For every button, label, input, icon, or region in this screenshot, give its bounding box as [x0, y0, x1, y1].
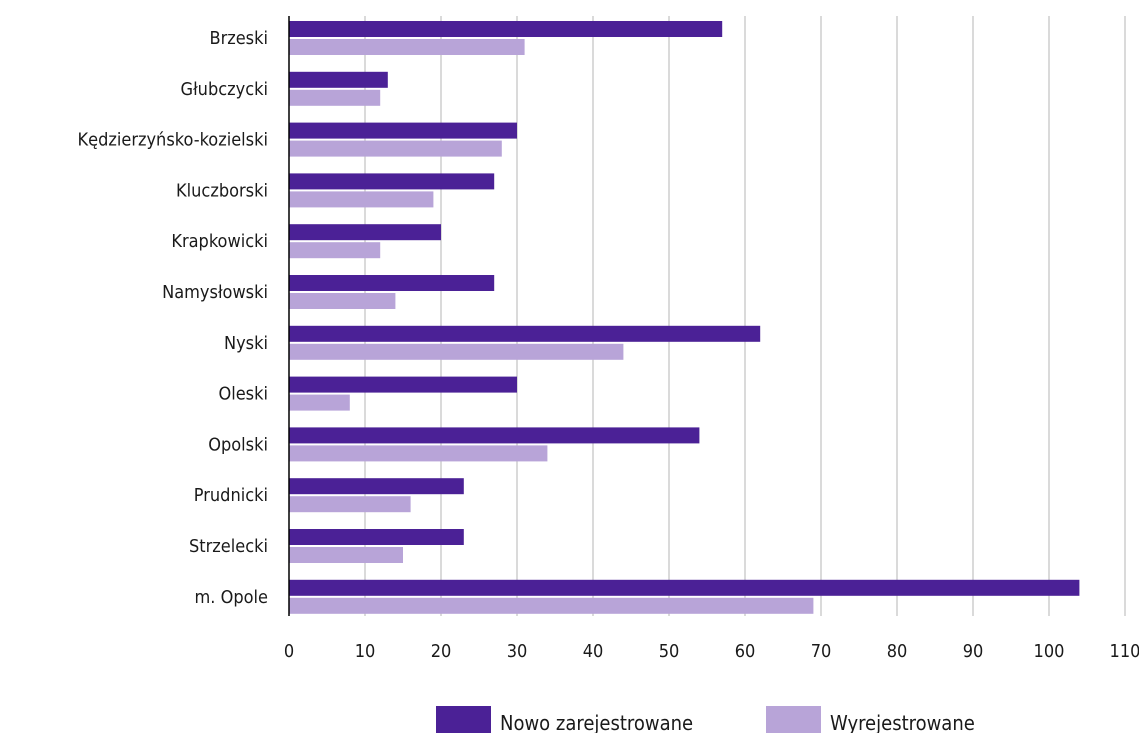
bar-prudnicki-nowo [289, 478, 464, 495]
category-label-m-opole: m. Opole [195, 587, 268, 608]
category-labels: Brzeski Głubczycki Kędzierzyńsko-kozielski… [77, 28, 268, 608]
bar-brzeski-wyrejestrowane [289, 39, 525, 55]
category-label-krapkowicki: Krapkowicki [171, 231, 268, 252]
x-tick-label-40: 40 [583, 641, 604, 662]
bar-m-opole-wyrejestrowane [289, 597, 814, 614]
category-label-kedzierzynsko-kozielski: Kędzierzyńsko-kozielski [77, 130, 268, 151]
category-label-kluczborski: Kluczborski [176, 180, 268, 201]
category-label-strzelecki: Strzelecki [189, 536, 268, 557]
bar-kedzierzynsko-kozielski-nowo [289, 122, 517, 139]
x-tick-label-80: 80 [887, 641, 908, 662]
x-tick-label-90: 90 [963, 641, 984, 662]
bar-nyski-nowo [289, 325, 761, 342]
legend-label-nowo: Nowo zarejestrowane [500, 711, 693, 733]
category-label-glubczycki: Głubczycki [181, 79, 268, 100]
bar-oleski-nowo [289, 376, 517, 393]
x-tick-label-70: 70 [811, 641, 832, 662]
x-tick-label-50: 50 [659, 641, 680, 662]
bar-opolski-wyrejestrowane [289, 445, 548, 462]
bar-nyski-wyrejestrowane [289, 343, 624, 360]
category-label-opolski: Opolski [208, 434, 268, 455]
bar-namyslowski-wyrejestrowane [289, 293, 396, 309]
category-label-prudnicki: Prudnicki [194, 485, 268, 506]
bar-prudnicki-wyrejestrowane [289, 496, 411, 513]
x-tick-label-110: 110 [1110, 641, 1139, 662]
x-tick-labels: 0 10 20 30 40 50 60 70 80 90 100 110 [284, 641, 1139, 662]
category-label-nyski: Nyski [224, 333, 268, 354]
bar-krapkowicki-wyrejestrowane [289, 242, 381, 259]
bar-kluczborski-wyrejestrowane [289, 191, 434, 208]
legend: Nowo zarejestrowane Wyrejestrowane [436, 706, 975, 733]
bar-m-opole-nowo [289, 579, 1080, 596]
bar-kluczborski-nowo [289, 173, 495, 190]
x-tick-label-10: 10 [355, 641, 376, 662]
category-label-oleski: Oleski [218, 384, 268, 405]
bar-oleski-wyrejestrowane [289, 394, 350, 411]
x-tick-label-100: 100 [1034, 641, 1065, 662]
x-tick-label-30: 30 [507, 641, 528, 662]
bar-opolski-nowo [289, 427, 700, 444]
bar-namyslowski-nowo [289, 275, 495, 291]
grid-layer [364, 16, 1126, 616]
legend-label-wyrejestrowane: Wyrejestrowane [830, 711, 975, 733]
bar-strzelecki-wyrejestrowane [289, 547, 403, 563]
bar-brzeski-nowo [289, 21, 723, 37]
legend-swatch-wyrejestrowane [766, 706, 821, 733]
bars-layer [289, 21, 1080, 614]
legend-swatch-nowo [436, 706, 491, 733]
bar-glubczycki-nowo [289, 71, 388, 88]
x-tick-label-20: 20 [431, 641, 452, 662]
x-tick-label-60: 60 [735, 641, 756, 662]
bar-strzelecki-nowo [289, 529, 464, 545]
bar-glubczycki-wyrejestrowane [289, 89, 381, 106]
category-label-brzeski: Brzeski [209, 28, 268, 49]
bar-kedzierzynsko-kozielski-wyrejestrowane [289, 140, 502, 157]
category-label-namyslowski: Namysłowski [162, 282, 268, 303]
bar-krapkowicki-nowo [289, 224, 441, 241]
x-tick-label-0: 0 [284, 641, 294, 662]
